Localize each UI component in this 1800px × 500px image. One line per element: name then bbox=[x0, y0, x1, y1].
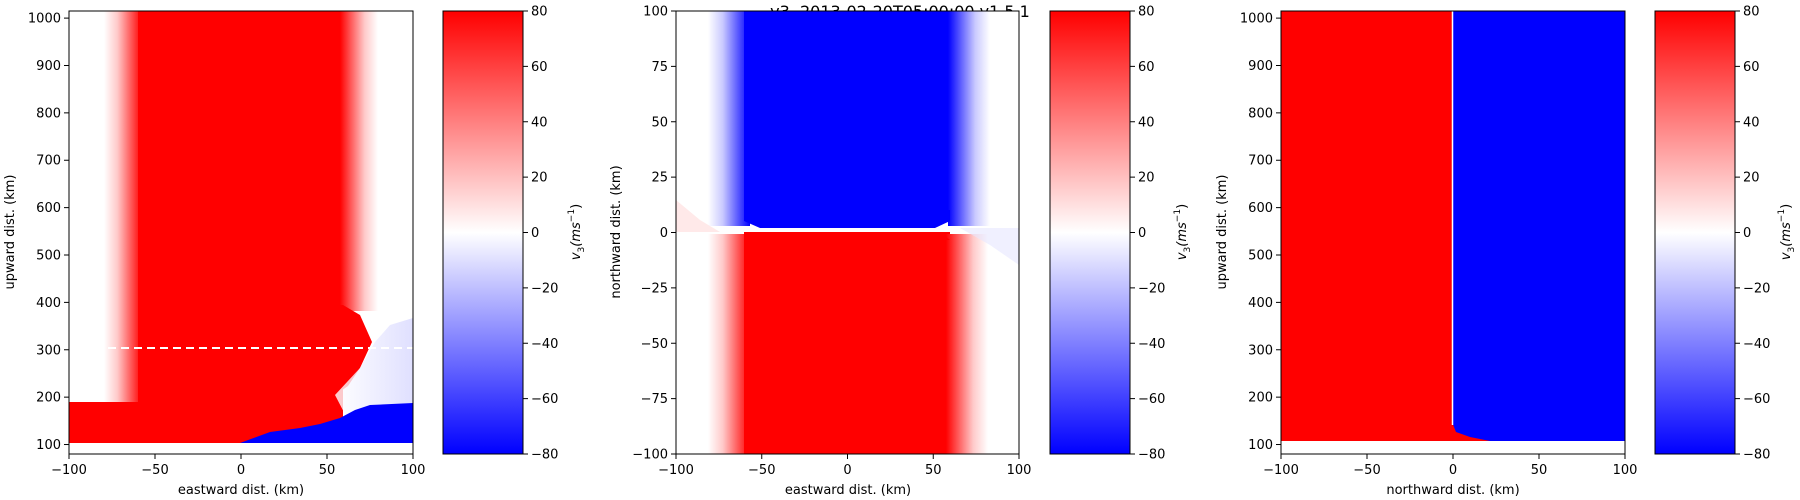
colorbar-tick-label: 20 bbox=[1743, 171, 1760, 186]
y-tick-label: −100 bbox=[632, 448, 668, 463]
x-tick-label: −100 bbox=[51, 463, 87, 478]
colorbar-tick-label: 20 bbox=[531, 171, 548, 186]
x-tick-label: −50 bbox=[141, 463, 168, 478]
x-tick-label: 100 bbox=[1613, 463, 1638, 478]
panel-3-xlabel: northward dist. (km) bbox=[1386, 483, 1519, 498]
y-tick-label: −75 bbox=[641, 392, 668, 407]
colorbar-tick-label: 60 bbox=[1743, 60, 1760, 75]
y-tick-label: 0 bbox=[660, 226, 668, 241]
panel-3-colorbar-label: v3(ms−1) bbox=[1777, 204, 1797, 260]
colorbar-tick-label: 80 bbox=[1138, 5, 1155, 20]
panel-1-heatmap bbox=[69, 11, 413, 454]
panel-3-heatmap bbox=[1281, 11, 1625, 454]
y-tick-label: 600 bbox=[36, 201, 61, 216]
colorbar-tick-label: 0 bbox=[1138, 226, 1146, 241]
y-tick-label: 500 bbox=[1248, 249, 1273, 264]
y-tick-label: 300 bbox=[1248, 343, 1273, 358]
y-tick-label: 400 bbox=[1248, 296, 1273, 311]
colorbar-tick-label: −40 bbox=[1743, 337, 1770, 352]
colorbar-tick-label: 40 bbox=[1138, 115, 1155, 130]
y-tick-label: 300 bbox=[36, 343, 61, 358]
colorbar-tick-label: −20 bbox=[1743, 281, 1770, 296]
colorbar-tick-label: −60 bbox=[1743, 392, 1770, 407]
y-tick-label: 75 bbox=[651, 60, 668, 75]
panel-3-colorbar bbox=[1654, 10, 1736, 455]
colorbar-tick-label: 80 bbox=[531, 5, 548, 20]
x-tick-label: 100 bbox=[401, 463, 426, 478]
y-tick-label: 700 bbox=[1248, 154, 1273, 169]
x-tick-label: −50 bbox=[1353, 463, 1380, 478]
colorbar-tick-label: 0 bbox=[531, 226, 539, 241]
colorbar-tick-label: −80 bbox=[1743, 448, 1770, 463]
colorbar-tick-label: 60 bbox=[531, 60, 548, 75]
panel-2-heatmap bbox=[676, 11, 1019, 454]
y-tick-label: 200 bbox=[36, 391, 61, 406]
panel-1-ylabel: upward dist. (km) bbox=[3, 175, 18, 290]
y-tick-label: 50 bbox=[651, 115, 668, 130]
panel-2-y-axis: −100 −75 −50 −25 0 25 50 75 100 bbox=[632, 5, 676, 463]
panel-3-x-axis: −100 −50 0 50 100 bbox=[1263, 454, 1637, 478]
y-tick-label: 900 bbox=[1248, 59, 1273, 74]
x-tick-label: 100 bbox=[1007, 463, 1032, 478]
y-tick-label: 700 bbox=[36, 154, 61, 169]
panel-3: −100 −50 0 50 100 10020030040050060070080090… bbox=[1215, 5, 1797, 499]
panel-1-xlabel: eastward dist. (km) bbox=[178, 483, 304, 498]
colorbar-tick-label: 20 bbox=[1138, 171, 1155, 186]
y-tick-label: 100 bbox=[36, 438, 61, 453]
panel-1-colorbar-ticks: 80 60 40 20 0 −20 −40 −60 −80 bbox=[523, 5, 558, 463]
panel-1-colorbar bbox=[442, 10, 524, 455]
y-tick-label: 500 bbox=[36, 249, 61, 264]
panel-3-y-axis: 100 200 300 400 500 600 700 800 900 1000 bbox=[1240, 12, 1281, 453]
y-tick-label: 800 bbox=[36, 106, 61, 121]
x-tick-label: 0 bbox=[237, 463, 245, 478]
panel-2-colorbar-label: v3(ms−1) bbox=[1173, 204, 1193, 260]
y-tick-label: 100 bbox=[643, 5, 668, 20]
panel-2-x-axis: −100 −50 0 50 100 bbox=[658, 454, 1031, 478]
x-tick-label: 50 bbox=[1531, 463, 1548, 478]
panel-1-y-axis: 100 200 300 400 500 600 700 800 900 1000 bbox=[28, 12, 69, 453]
y-tick-label: 600 bbox=[1248, 201, 1273, 216]
panel-2-colorbar bbox=[1049, 10, 1131, 455]
x-tick-label: 50 bbox=[925, 463, 942, 478]
panel-2-ylabel: northward dist. (km) bbox=[609, 165, 624, 298]
x-tick-label: −50 bbox=[748, 463, 775, 478]
colorbar-tick-label: −20 bbox=[1138, 281, 1165, 296]
y-tick-label: −50 bbox=[641, 337, 668, 352]
colorbar-tick-label: −60 bbox=[1138, 392, 1165, 407]
colorbar-tick-label: 0 bbox=[1743, 226, 1751, 241]
x-tick-label: 0 bbox=[1449, 463, 1457, 478]
panel-1-colorbar-label: v3(ms−1) bbox=[567, 204, 587, 260]
colorbar-tick-label: 80 bbox=[1743, 5, 1760, 20]
y-tick-label: 1000 bbox=[1240, 12, 1273, 27]
panel-1: −100 −50 0 50 100 10020030040050060070080090… bbox=[3, 5, 587, 499]
colorbar-tick-label: 40 bbox=[531, 115, 548, 130]
panel-3-ylabel: upward dist. (km) bbox=[1215, 175, 1230, 290]
x-tick-label: −100 bbox=[1263, 463, 1299, 478]
panel-2-colorbar-ticks: 80 60 40 20 0 −20 −40 −60 −80 bbox=[1130, 5, 1165, 463]
colorbar-tick-label: −20 bbox=[531, 281, 558, 296]
y-tick-label: 25 bbox=[651, 171, 668, 186]
colorbar-tick-label: −80 bbox=[1138, 448, 1165, 463]
y-tick-label: −25 bbox=[641, 281, 668, 296]
colorbar-tick-label: −40 bbox=[531, 337, 558, 352]
y-tick-label: 1000 bbox=[28, 12, 61, 27]
y-tick-label: 100 bbox=[1248, 438, 1273, 453]
y-tick-label: 200 bbox=[1248, 391, 1273, 406]
colorbar-tick-label: −40 bbox=[1138, 337, 1165, 352]
colorbar-tick-label: −80 bbox=[531, 448, 558, 463]
colorbar-tick-label: −60 bbox=[531, 392, 558, 407]
colorbar-tick-label: 40 bbox=[1743, 115, 1760, 130]
panel-2-xlabel: eastward dist. (km) bbox=[785, 483, 911, 498]
panel-2: −100 −50 0 50 100 −100 −75 −50 −25 0 25 50 75 100 ea… bbox=[609, 5, 1193, 499]
y-tick-label: 400 bbox=[36, 296, 61, 311]
x-tick-label: 0 bbox=[843, 463, 851, 478]
y-tick-label: 900 bbox=[36, 59, 61, 74]
panel-3-colorbar-ticks: 80 60 40 20 0 −20 −40 −60 −80 bbox=[1735, 5, 1770, 463]
panel-1-x-axis: −100 −50 0 50 100 bbox=[51, 454, 425, 478]
y-tick-label: 800 bbox=[1248, 106, 1273, 121]
x-tick-label: −100 bbox=[658, 463, 694, 478]
x-tick-label: 50 bbox=[319, 463, 336, 478]
colorbar-tick-label: 60 bbox=[1138, 60, 1155, 75]
